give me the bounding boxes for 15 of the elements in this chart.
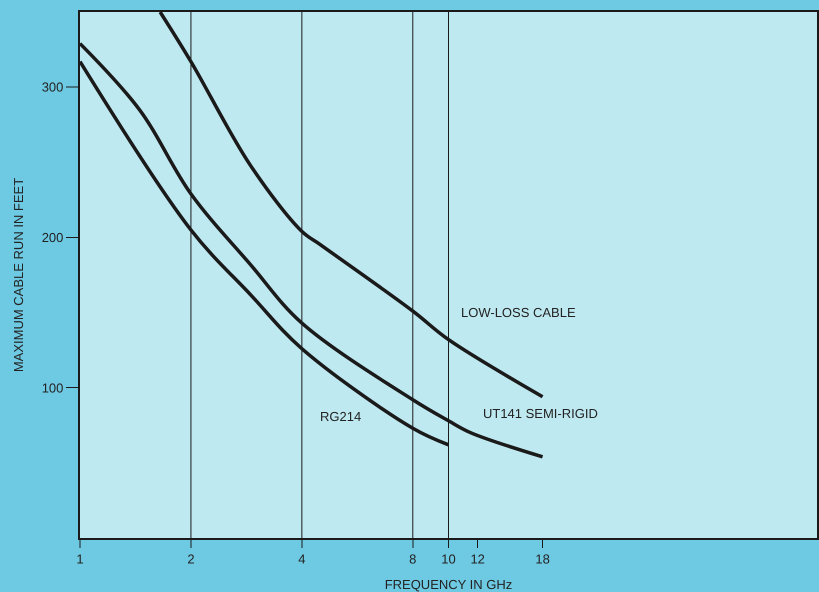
x-tick-label: 4 bbox=[298, 552, 306, 567]
series-label: RG214 bbox=[320, 409, 362, 424]
y-tick-label: 100 bbox=[42, 380, 64, 396]
x-tick-label: 1 bbox=[76, 552, 84, 567]
series-label: UT141 SEMI-RIGID bbox=[483, 406, 598, 421]
y-tick-label: 300 bbox=[42, 80, 64, 95]
y-tick-label: 200 bbox=[42, 230, 64, 245]
x-tick-label: 18 bbox=[535, 552, 550, 567]
x-tick-label: 2 bbox=[187, 552, 195, 567]
x-tick-label: 8 bbox=[409, 552, 416, 567]
series-label: LOW-LOSS CABLE bbox=[461, 305, 576, 320]
x-axis-title: FREQUENCY IN GHz bbox=[384, 577, 512, 592]
x-tick-label: 12 bbox=[470, 552, 485, 567]
y-axis-title: MAXIMUM CABLE RUN IN FEET bbox=[11, 178, 26, 372]
x-tick-label: 10 bbox=[441, 552, 456, 567]
